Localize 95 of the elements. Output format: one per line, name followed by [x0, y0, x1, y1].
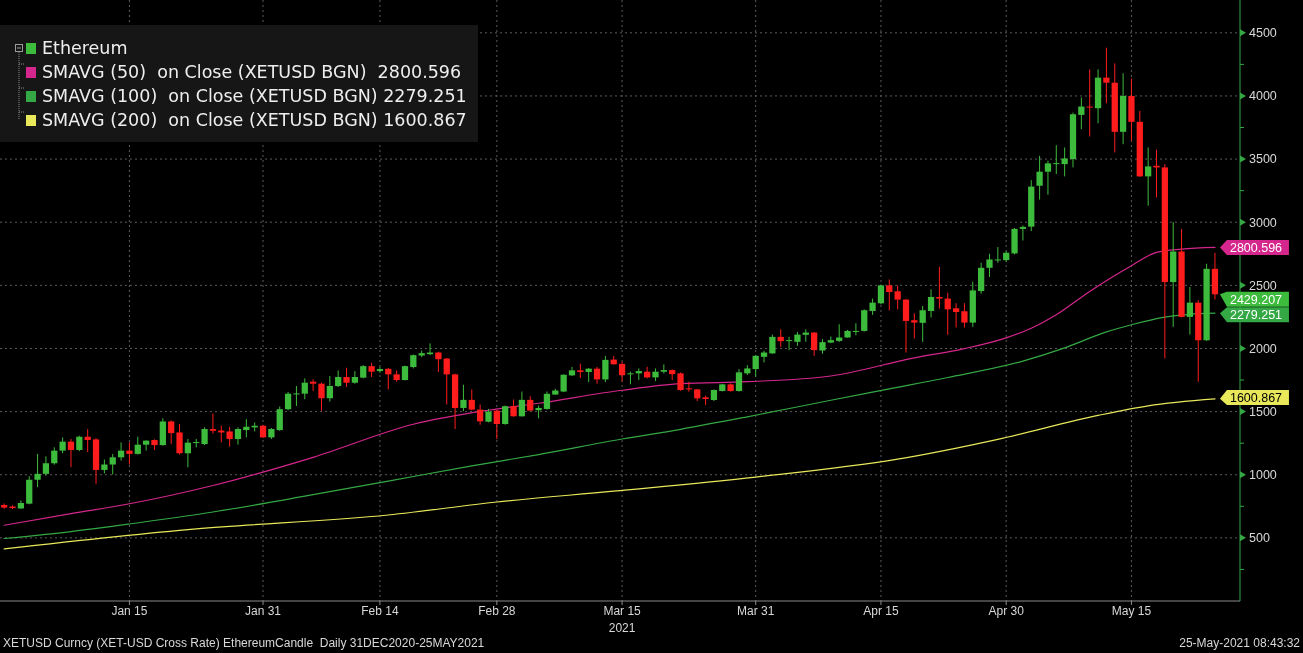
legend-label: SMAVG (200) on Close (XETUSD BGN) 1600.867: [42, 110, 467, 130]
legend-label: SMAVG (50) on Close (XETUSD BGN) 2800.596: [42, 62, 462, 82]
candlestick: [894, 284, 901, 310]
candlestick: [1186, 286, 1194, 336]
candlestick: [618, 361, 626, 383]
candlestick: [493, 409, 500, 440]
candlestick: [927, 288, 935, 319]
candlestick: [460, 384, 467, 412]
candlestick: [351, 370, 359, 385]
candlestick: [226, 426, 233, 448]
candlestick: [936, 266, 943, 310]
candlestick: [902, 298, 910, 354]
candlestick: [209, 413, 217, 435]
candlestick: [168, 419, 175, 445]
text: 25-May-2021 08:43:32: [1179, 636, 1300, 650]
y-tick-label: 2000: [1249, 341, 1277, 356]
candlestick: [1145, 146, 1152, 207]
candlestick: [785, 336, 793, 351]
candlestick: [184, 438, 192, 468]
candlestick: [126, 441, 133, 466]
candlestick: [952, 302, 960, 329]
candlestick: [443, 357, 450, 406]
candlestick: [986, 253, 993, 278]
y-tick-label: 1000: [1249, 468, 1277, 483]
text: XETUSD Curncy (XET-USD Cross Rate) EthereumCandle Daily 31DEC2020-25MAY2021: [3, 636, 485, 650]
x-tick-label: Feb 28: [478, 603, 516, 618]
candlestick: [293, 385, 300, 407]
data-label: 1600.867: [1229, 391, 1283, 406]
y-tick-label: 2500: [1249, 278, 1277, 293]
y-tick-label: 3500: [1249, 152, 1277, 167]
candlestick: [343, 367, 350, 388]
candlestick: [26, 475, 33, 505]
candlestick: [677, 371, 684, 392]
x-tick-label: Apr 30: [988, 603, 1025, 618]
candlestick: [276, 406, 283, 432]
candlestick: [769, 334, 776, 355]
x-tick-label: Jan 31: [245, 603, 282, 618]
x-tick-label: Feb 14: [361, 603, 399, 618]
candlestick: [67, 438, 75, 468]
x-tick-label: Apr 15: [863, 603, 899, 618]
candlestick: [284, 391, 292, 411]
candlestick: [435, 351, 442, 373]
candlestick: [602, 355, 609, 383]
y-tick-label: 1500: [1249, 404, 1277, 419]
candlestick: [685, 381, 693, 393]
candlestick: [143, 439, 150, 452]
candlestick: [811, 331, 818, 357]
candlestick: [852, 322, 860, 336]
candlestick: [1036, 155, 1043, 201]
candlestick: [1078, 97, 1085, 130]
candlestick: [944, 292, 951, 336]
candlestick: [978, 262, 985, 295]
legend-label: Ethereum: [42, 38, 128, 58]
text: 2429.207: [1229, 292, 1283, 307]
candlestick: [518, 391, 526, 418]
y-tick-label: 3000: [1249, 215, 1277, 230]
candlestick: [234, 426, 242, 446]
legend-label: SMAVG (100) on Close (XETUSD BGN) 2279.251: [42, 86, 467, 106]
data-label: 2279.251: [1229, 308, 1283, 323]
candlestick: [301, 377, 308, 400]
x-tick-label: Jan 15: [111, 603, 148, 618]
y-tick-label: 4000: [1249, 89, 1277, 104]
candlestick: [310, 378, 317, 392]
candlestick: [1103, 47, 1110, 104]
candlestick: [919, 305, 926, 343]
candlestick: [752, 354, 759, 378]
candlestick: [1053, 144, 1060, 175]
line-series: [3, 246, 1216, 526]
line-series: [3, 398, 1216, 550]
candlestick: [1086, 68, 1093, 137]
candlestick: [1044, 160, 1052, 196]
x-tick-label: Mar 31: [737, 603, 775, 618]
candlestick: [326, 375, 333, 403]
text: 2021: [607, 621, 637, 635]
candlestick: [176, 423, 183, 456]
candlestick: [376, 366, 384, 374]
candlestick: [109, 453, 116, 475]
candlestick: [886, 278, 893, 311]
candlestick: [1061, 146, 1068, 177]
candlestick: [42, 455, 50, 476]
x-tick-label: Mar 15: [603, 603, 642, 618]
candlestick: [961, 302, 968, 329]
candlestick: [994, 246, 1001, 264]
candlestick: [159, 417, 166, 447]
y-tick-label: 500: [1249, 531, 1270, 546]
candlestick: [318, 382, 325, 412]
data-label: 2800.596: [1229, 240, 1283, 255]
candlestick: [861, 308, 868, 333]
candlestick: [34, 453, 41, 488]
candlestick: [1019, 225, 1027, 242]
y-tick-label: 4500: [1249, 26, 1277, 41]
candlestick: [735, 368, 743, 393]
candlestick: [911, 312, 918, 339]
candlestick: [543, 391, 551, 411]
x-tick-label: May 15: [1111, 603, 1152, 618]
